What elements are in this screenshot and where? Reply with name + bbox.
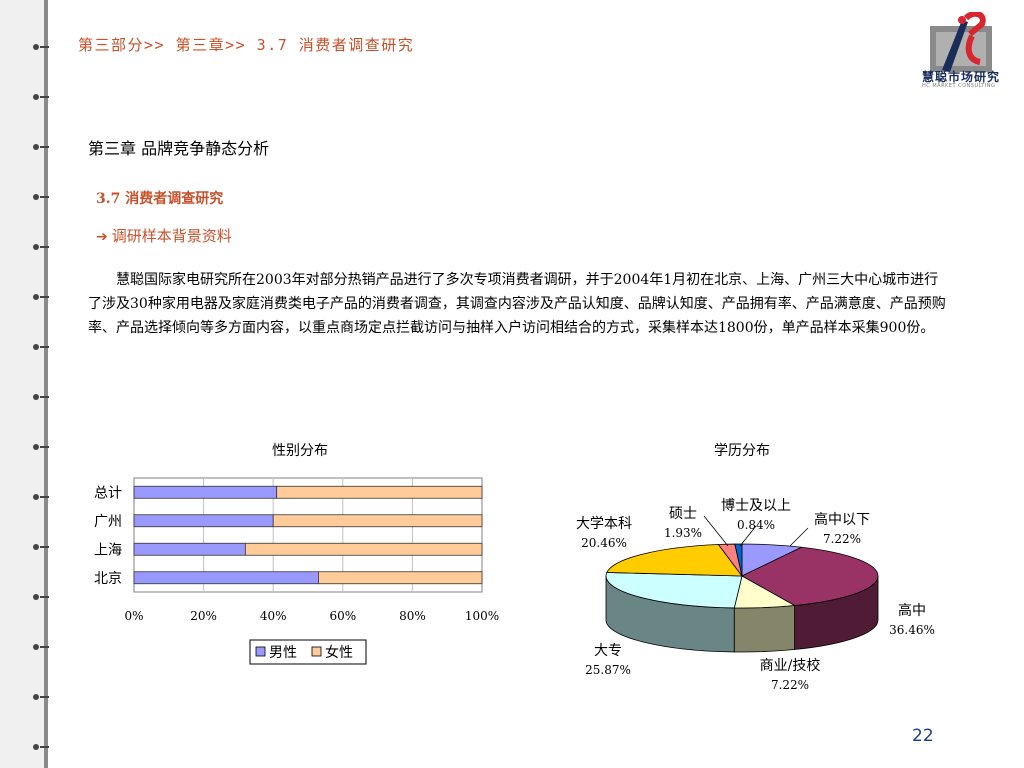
education-slice-label: 博士及以上 xyxy=(721,497,791,514)
gender-x-tick: 20% xyxy=(190,609,217,623)
page-number: 22 xyxy=(912,726,934,746)
education-pie-slice xyxy=(734,543,743,577)
binder-ring xyxy=(33,292,53,302)
gender-bar-female xyxy=(276,485,483,499)
sub-heading: ➔ 调研样本背景资料 xyxy=(96,225,232,246)
sub-heading-label: 调研样本背景资料 xyxy=(111,227,232,245)
education-pie-slice xyxy=(606,544,743,577)
binder-ring xyxy=(33,592,53,602)
gender-chart-title: 性别分布 xyxy=(272,443,328,459)
education-leader-line xyxy=(703,515,729,547)
gender-legend-label: 女性 xyxy=(325,644,353,661)
gender-category-label: 北京 xyxy=(94,571,122,587)
education-slice-label: 硕士 xyxy=(669,506,697,522)
arrow-icon: ➔ xyxy=(96,229,108,245)
gender-bar-female xyxy=(244,542,483,556)
gender-x-tick: 0% xyxy=(124,609,143,623)
gender-plot-area xyxy=(133,477,483,593)
binder-ring xyxy=(33,392,53,402)
education-slice-value: 25.87% xyxy=(585,663,631,677)
education-pie-slice xyxy=(733,575,796,609)
binder-ring xyxy=(33,142,53,152)
education-pie-slice xyxy=(717,543,743,577)
breadcrumb: 第三部分>> 第三章>> 3.7 消费者调查研究 xyxy=(78,36,415,54)
binder-ring xyxy=(33,42,53,52)
gender-bar-male xyxy=(133,485,278,499)
education-slice-value: 7.22% xyxy=(823,532,861,546)
education-pie-wall xyxy=(733,605,795,653)
gender-category-label: 总计 xyxy=(94,485,122,501)
gender-bar-female xyxy=(318,571,483,585)
binder-ring xyxy=(33,692,53,702)
education-slice-label: 商业/技校 xyxy=(760,657,821,674)
binder-ring xyxy=(33,492,53,502)
gender-bar-male xyxy=(133,514,274,528)
gender-legend-label: 男性 xyxy=(269,645,297,661)
gender-category-label: 上海 xyxy=(94,542,122,558)
binder-ring xyxy=(33,642,53,652)
education-slice-label: 大学本科 xyxy=(576,516,632,532)
education-slice-value: 7.22% xyxy=(771,678,809,692)
education-slice-value: 20.46% xyxy=(581,536,627,550)
education-slice-value: 1.93% xyxy=(664,526,702,540)
chapter-title: 第三章 品牌竞争静态分析 xyxy=(88,139,270,158)
education-slice-label: 高中以下 xyxy=(814,511,870,528)
gender-x-tick: 60% xyxy=(329,609,356,623)
education-chart-title: 学历分布 xyxy=(714,443,770,459)
gender-x-tick: 80% xyxy=(399,609,426,623)
gender-x-tick: 100% xyxy=(465,609,499,623)
gender-bar-female xyxy=(272,514,483,528)
education-leader-line xyxy=(789,527,809,547)
gender-x-tick: 40% xyxy=(260,609,287,623)
binder-ring xyxy=(33,542,53,552)
left-margin-strip xyxy=(0,0,48,768)
education-pie-slice xyxy=(741,546,879,606)
education-pie-slice xyxy=(605,572,743,609)
education-slice-value: 0.84% xyxy=(737,518,775,532)
binder-ring xyxy=(33,92,53,102)
education-pie-wall xyxy=(605,575,735,653)
logo-subtitle: HC MARKET CONSULTING xyxy=(922,83,996,89)
gender-bar-male xyxy=(133,571,319,585)
education-pie-wall xyxy=(794,575,879,650)
education-slice-label: 高中 xyxy=(898,602,926,619)
gender-category-label: 广州 xyxy=(94,514,122,530)
binder-ring xyxy=(33,742,53,752)
binder-ring xyxy=(33,242,53,252)
logo-icon xyxy=(930,12,992,72)
education-pie-slice xyxy=(741,543,804,577)
education-leader-line xyxy=(739,525,757,547)
binder-ring xyxy=(33,442,53,452)
education-slice-value: 36.46% xyxy=(889,623,935,637)
binder-ring xyxy=(33,192,53,202)
logo-text: 慧聪市场研究 xyxy=(922,70,1001,84)
binder-ring xyxy=(33,342,53,352)
education-slice-label: 大专 xyxy=(594,643,622,659)
section-title: 3.7 消费者调查研究 xyxy=(96,191,224,207)
body-paragraph: 慧聪国际家电研究所在2003年对部分热销产品进行了多次专项消费者调研，并于200… xyxy=(88,272,946,336)
gender-legend-swatch xyxy=(255,646,266,657)
gender-bar-male xyxy=(133,542,246,556)
gender-legend xyxy=(249,639,367,665)
gender-legend-swatch xyxy=(311,646,322,657)
binder-line xyxy=(44,0,48,768)
